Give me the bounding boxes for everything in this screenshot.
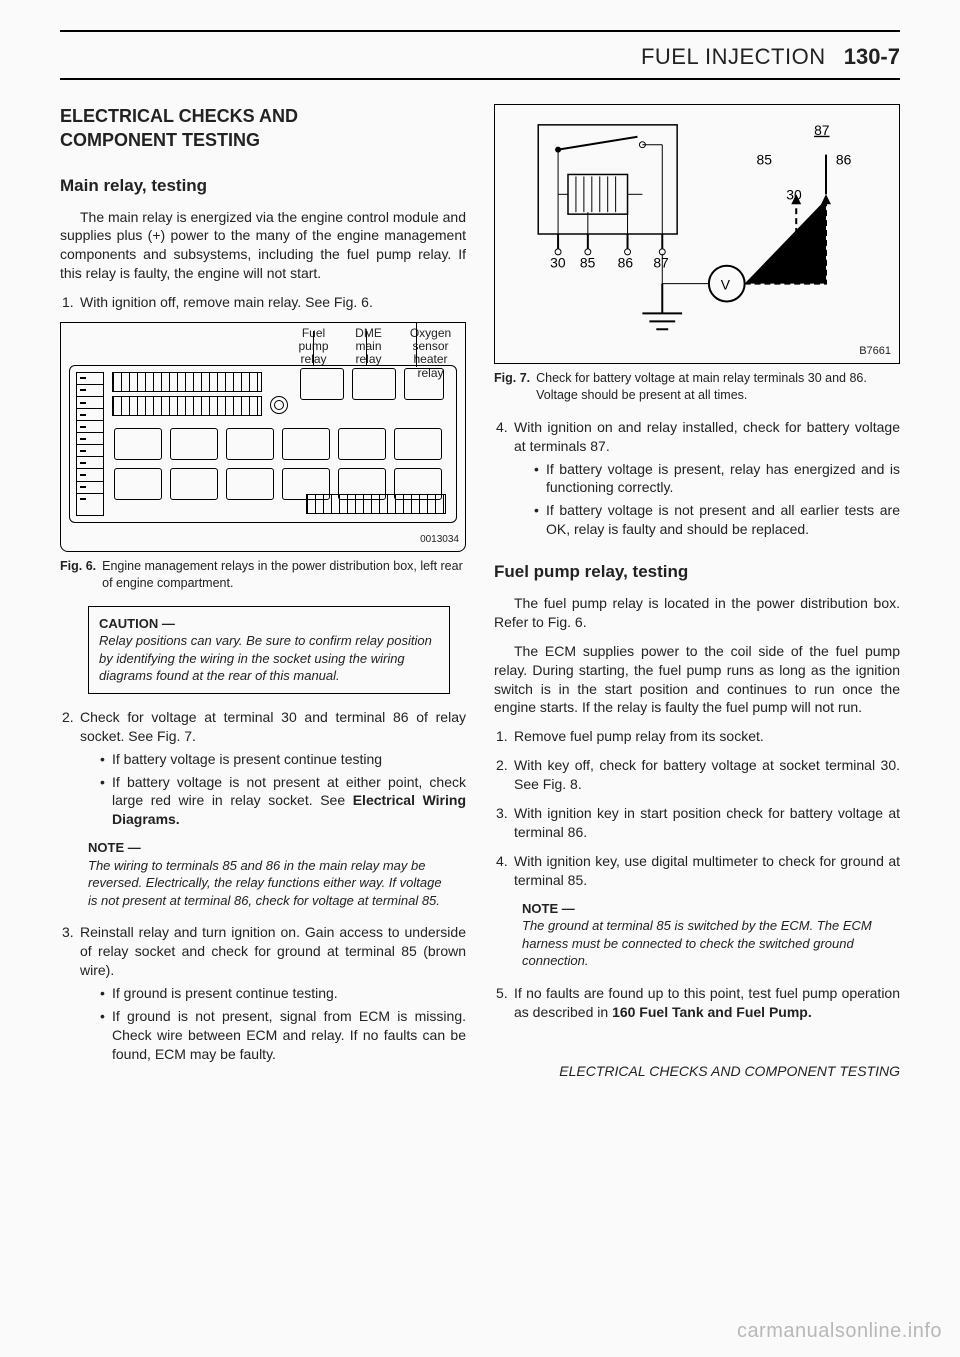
fpr-p2: The ECM supplies power to the coil side … — [494, 642, 900, 718]
pin-85: 85 — [580, 255, 596, 271]
left-column: ELECTRICAL CHECKS AND COMPONENT TESTING … — [60, 104, 466, 1080]
fpr-step-1: 1.Remove fuel pump relay from its socket… — [514, 727, 900, 746]
watermark: carmanualsonline.info — [737, 1320, 942, 1343]
page-header: FUEL INJECTION 130-7 — [60, 44, 900, 80]
svg-text:87: 87 — [814, 122, 830, 138]
fpr-step-5: 5.If no faults are found up to this poin… — [514, 984, 900, 1022]
svg-text:86: 86 — [836, 152, 852, 168]
fpr-step-3: 3.With ignition key in start position ch… — [514, 804, 900, 842]
fpr-step-4: 4.With ignition key, use digital multime… — [514, 852, 900, 890]
svg-text:30: 30 — [786, 186, 802, 202]
subheading-main-relay: Main relay, testing — [60, 175, 466, 198]
step4-bullet-1: If battery voltage is present, relay has… — [546, 460, 900, 498]
step-4: 4.With ignition on and relay installed, … — [514, 418, 900, 539]
section-title: FUEL INJECTION — [641, 44, 826, 69]
note-2: NOTE — The ground at terminal 85 is swit… — [522, 900, 884, 970]
caution-box: CAUTION — Relay positions can vary. Be s… — [88, 606, 450, 694]
step-3: 3.Reinstall relay and turn ignition on. … — [80, 923, 466, 1063]
pin-86: 86 — [618, 255, 634, 271]
subheading-fuel-pump-relay: Fuel pump relay, testing — [494, 561, 900, 584]
fig7-partno: B7661 — [859, 344, 891, 359]
section-heading: ELECTRICAL CHECKS AND COMPONENT TESTING — [60, 104, 466, 153]
svg-text:V: V — [721, 277, 731, 293]
svg-text:85: 85 — [757, 152, 773, 168]
step-2: 2.Check for voltage at terminal 30 and t… — [80, 708, 466, 829]
fig6-caption: Fig. 6. Engine management relays in the … — [60, 558, 466, 592]
figure-7: 30 85 86 87 V — [494, 104, 900, 364]
step2-bullet-2: If battery voltage is not present at eit… — [112, 773, 466, 830]
step3-bullet-1: If ground is present continue testing. — [112, 984, 466, 1003]
pin-87: 87 — [653, 255, 669, 271]
note-1: NOTE — The wiring to terminals 85 and 86… — [88, 839, 450, 909]
step2-bullet-1: If battery voltage is present continue t… — [112, 750, 466, 769]
step4-bullet-2: If battery voltage is not present and al… — [546, 501, 900, 539]
fpr-p1: The fuel pump relay is located in the po… — [494, 594, 900, 632]
fpr-step-2: 2.With key off, check for battery voltag… — [514, 756, 900, 794]
intro-paragraph: The main relay is energized via the engi… — [60, 208, 466, 284]
fig7-caption: Fig. 7. Check for battery voltage at mai… — [494, 370, 900, 404]
fig6-partno: 0013034 — [420, 533, 459, 547]
pin-30: 30 — [550, 255, 566, 271]
footer-section-title: ELECTRICAL CHECKS AND COMPONENT TESTING — [494, 1062, 900, 1081]
step3-bullet-2: If ground is not present, signal from EC… — [112, 1007, 466, 1064]
step-1: 1.With ignition off, remove main relay. … — [80, 293, 466, 312]
page-number: 130-7 — [844, 44, 900, 69]
right-column: 30 85 86 87 V — [494, 104, 900, 1080]
figure-6: Fuelpumprelay DMEmainrelay Oxygensensorh… — [60, 322, 466, 552]
